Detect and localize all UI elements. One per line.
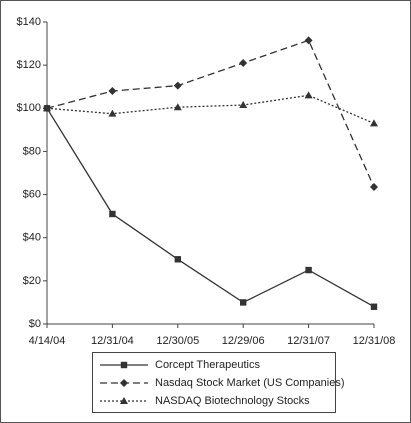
legend-label: Corcept Therapeutics <box>155 359 260 371</box>
x-tick-label: 12/29/06 <box>222 335 265 347</box>
marker <box>108 109 117 117</box>
x-tick-label: 12/30/05 <box>156 335 199 347</box>
marker <box>173 81 182 90</box>
marker <box>304 36 313 45</box>
legend-marker <box>120 361 128 369</box>
x-tick-label: 12/31/07 <box>287 335 330 347</box>
x-tick-label: 4/14/04 <box>29 335 66 347</box>
marker <box>108 87 117 96</box>
y-tick-label: $120 <box>17 59 41 71</box>
y-tick-label: $0 <box>29 318 41 330</box>
marker <box>240 299 247 306</box>
marker <box>370 303 378 310</box>
legend-label: Nasdaq Stock Market (US Companies) <box>155 377 345 389</box>
marker <box>370 119 378 127</box>
marker <box>109 210 116 218</box>
y-tick-label: $80 <box>23 145 41 157</box>
series-line <box>46 94 375 124</box>
series-line <box>46 107 375 308</box>
y-tick-label: $40 <box>23 232 41 244</box>
marker <box>239 101 248 109</box>
y-tick-label: $20 <box>23 275 41 287</box>
marker <box>174 256 181 263</box>
marker <box>304 91 313 99</box>
marker <box>305 266 312 274</box>
marker <box>173 103 182 111</box>
marker <box>239 58 248 67</box>
y-tick-label: $100 <box>17 102 41 114</box>
x-tick-label: 12/31/04 <box>91 335 134 347</box>
x-tick-label: 12/31/08 <box>353 335 396 347</box>
y-tick-label: $140 <box>17 16 41 28</box>
legend-label: NASDAQ Biotechnology Stocks <box>155 395 310 407</box>
series-line <box>46 39 375 188</box>
legend-marker <box>120 379 128 387</box>
legend-marker <box>120 397 128 404</box>
marker <box>43 104 51 112</box>
y-tick-label: $60 <box>23 188 41 200</box>
marker <box>370 183 378 192</box>
